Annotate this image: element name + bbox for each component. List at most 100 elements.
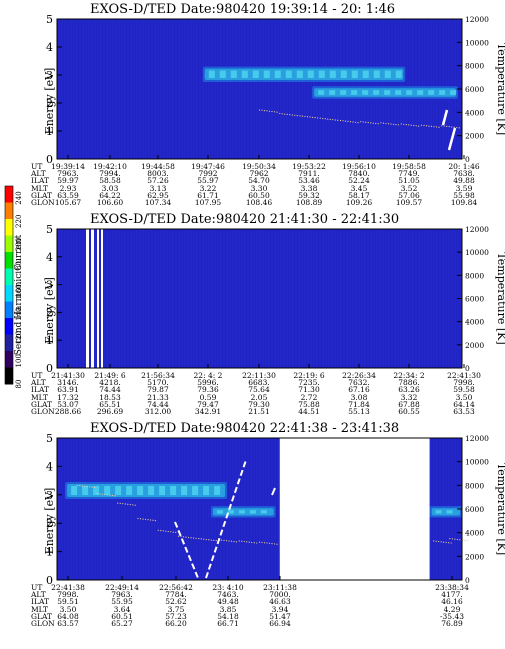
field-striation [303, 19, 304, 159]
field-striation [240, 19, 241, 159]
field-striation [231, 19, 232, 159]
field-striation [162, 229, 163, 368]
field-striation [78, 438, 79, 580]
temperature-point [276, 111, 278, 113]
orbit-column: 21:56:34 5170. 79.87 21.33 74.44 312.00 [141, 371, 175, 417]
field-striation [243, 229, 244, 368]
band-core-segment [203, 486, 210, 496]
temperature-point [448, 542, 450, 544]
temperature-point [251, 541, 253, 544]
field-striation [408, 229, 409, 368]
field-striation [60, 19, 61, 159]
field-striation [231, 229, 232, 368]
row-label-glat: GLAT [31, 399, 52, 409]
field-striation [114, 438, 115, 580]
field-striation [69, 229, 70, 368]
field-striation [219, 229, 220, 368]
field-striation [120, 438, 121, 580]
field-striation [69, 438, 70, 580]
field-striation [255, 19, 256, 159]
temperature-point [454, 538, 456, 540]
field-striation [168, 229, 169, 368]
y2-tick-label: 4000 [465, 318, 484, 327]
field-striation [120, 19, 121, 159]
field-striation [261, 229, 262, 368]
noise-spike [86, 229, 89, 368]
temperature-point [84, 485, 86, 487]
band-core-segment [274, 70, 281, 78]
temperature-point [99, 493, 101, 495]
band-core-segment [249, 510, 256, 514]
colorbar-segment [5, 186, 13, 203]
field-striation [174, 19, 175, 159]
field-striation [216, 229, 217, 368]
band-core-segment [318, 90, 325, 95]
orbit-column: 21:49: 6 4218. 74.44 18.53 65.51 296.69 [94, 371, 126, 417]
field-striation [63, 19, 64, 159]
panel-2-axes: 0 1 2 3 4 5 0 2000 4000 6000 8000 10000 12000 Energy … [43, 223, 505, 375]
field-striation [267, 229, 268, 368]
field-striation [318, 229, 319, 368]
field-striation [132, 438, 133, 580]
field-striation [117, 19, 118, 159]
field-striation [282, 19, 283, 159]
field-striation [405, 229, 406, 368]
temperature-point [403, 123, 405, 125]
y-tick-label: 3 [46, 279, 53, 292]
y2-tick-label: 2000 [465, 552, 484, 561]
field-striation [393, 229, 394, 368]
field-striation [279, 229, 280, 368]
temperature-point [273, 543, 276, 545]
row-label-glon: GLON [31, 198, 55, 207]
temperature-point [81, 485, 83, 487]
temperature-point [79, 485, 81, 487]
orbit-column: 19:39:14 7963. 59.97 2.93 63.59 105.67 [51, 162, 85, 208]
temperature-point [198, 537, 200, 540]
band-core-segment [362, 90, 369, 95]
band-core-segment [285, 70, 292, 78]
temperature-point [256, 542, 258, 544]
field-striation [243, 19, 244, 159]
field-striation [396, 229, 397, 368]
field-striation [414, 229, 415, 368]
y2-tick-label: 2000 [465, 341, 484, 350]
field-striation [411, 229, 412, 368]
temperature-point [279, 112, 281, 115]
panel-3-title: EXOS-D/TED Date:980420 22:41:38 - 23:41:… [90, 421, 400, 436]
field-striation [165, 19, 166, 159]
band-core-segment [181, 486, 188, 496]
band-core-segment [104, 486, 111, 496]
field-striation [171, 438, 172, 580]
field-striation [324, 229, 325, 368]
field-striation [75, 229, 76, 368]
field-striation [123, 438, 124, 580]
y-axis-label: Energy [eV] [43, 277, 56, 344]
field-striation [117, 229, 118, 368]
temperature-point [451, 538, 453, 540]
band-core-segment [384, 70, 391, 78]
colorbar-tick-label: 140 [15, 308, 23, 321]
temperature-point [286, 113, 288, 115]
temperature-point [271, 543, 273, 545]
temperature-point [400, 123, 402, 125]
field-striation [357, 229, 358, 368]
row-label-ilat: ILAT [31, 597, 49, 607]
temperature-point [165, 530, 167, 532]
field-striation [417, 229, 418, 368]
temperature-point [137, 517, 139, 520]
panel-1-title: EXOS-D/TED Date:980420 19:39:14 - 20: 1:… [90, 2, 395, 17]
field-striation [300, 229, 301, 368]
temperature-point [349, 121, 352, 123]
band-core-segment [428, 90, 435, 95]
temperature-point [149, 519, 152, 521]
field-striation [294, 19, 295, 159]
field-striation [105, 229, 106, 368]
band-core-segment [71, 486, 78, 496]
field-striation [192, 19, 193, 159]
field-striation [282, 229, 283, 368]
panel-1-axes: 0 1 2 3 4 5 0 2000 4000 6000 8000 10000 12000 Energy … [43, 13, 505, 166]
temperature-point [170, 531, 172, 533]
y2-tick-label: 12000 [465, 15, 489, 24]
field-striation [93, 19, 94, 159]
